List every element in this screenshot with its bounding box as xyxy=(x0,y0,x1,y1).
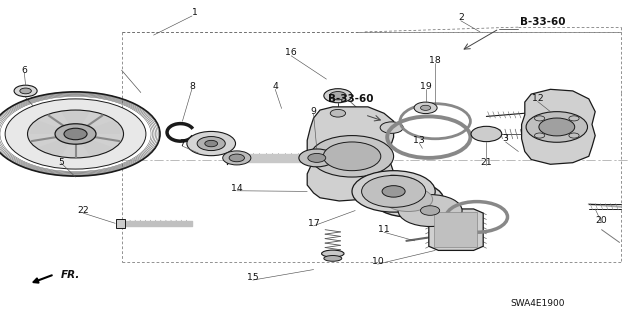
Circle shape xyxy=(14,85,37,97)
Wedge shape xyxy=(30,121,60,134)
Text: 18: 18 xyxy=(429,56,441,65)
Circle shape xyxy=(384,187,433,211)
Circle shape xyxy=(310,136,394,177)
Text: B-33-60: B-33-60 xyxy=(328,94,374,104)
Circle shape xyxy=(539,118,575,136)
Circle shape xyxy=(299,149,335,167)
Text: 9: 9 xyxy=(310,107,317,116)
Wedge shape xyxy=(82,140,112,156)
Text: 2: 2 xyxy=(458,13,464,22)
Wedge shape xyxy=(61,111,90,125)
Text: 22: 22 xyxy=(77,206,89,215)
Circle shape xyxy=(330,109,346,117)
Circle shape xyxy=(420,105,431,110)
Circle shape xyxy=(197,137,225,151)
Text: 6: 6 xyxy=(21,66,28,75)
Circle shape xyxy=(64,128,87,140)
Circle shape xyxy=(223,151,251,165)
Text: 12: 12 xyxy=(532,94,543,103)
FancyBboxPatch shape xyxy=(116,219,125,228)
FancyBboxPatch shape xyxy=(434,212,477,247)
Text: 4: 4 xyxy=(272,82,278,91)
Circle shape xyxy=(205,140,218,147)
Text: 21: 21 xyxy=(481,158,492,167)
Circle shape xyxy=(229,154,244,162)
Text: 16: 16 xyxy=(285,48,297,57)
Text: 14: 14 xyxy=(231,184,243,193)
Text: 15: 15 xyxy=(247,273,259,282)
Text: 13: 13 xyxy=(413,136,425,145)
Polygon shape xyxy=(522,89,595,164)
Circle shape xyxy=(380,179,403,191)
Text: 5: 5 xyxy=(58,158,63,167)
Circle shape xyxy=(187,131,236,156)
Circle shape xyxy=(308,153,326,162)
Circle shape xyxy=(5,99,146,169)
FancyBboxPatch shape xyxy=(371,175,384,201)
Ellipse shape xyxy=(324,256,342,261)
Circle shape xyxy=(569,133,579,138)
Circle shape xyxy=(398,195,462,226)
Circle shape xyxy=(55,124,96,144)
Circle shape xyxy=(380,122,403,133)
Text: 8: 8 xyxy=(189,82,195,91)
Text: 20: 20 xyxy=(596,216,607,225)
Circle shape xyxy=(28,110,124,158)
Circle shape xyxy=(373,182,444,217)
Text: SWA4E1900: SWA4E1900 xyxy=(510,299,565,308)
Text: B-33-60: B-33-60 xyxy=(520,17,566,27)
Circle shape xyxy=(420,206,440,215)
Text: 3: 3 xyxy=(502,134,509,143)
Text: 7: 7 xyxy=(179,139,186,148)
Wedge shape xyxy=(39,140,69,156)
Circle shape xyxy=(20,88,31,94)
Polygon shape xyxy=(307,107,394,201)
Circle shape xyxy=(362,175,426,207)
Text: 17: 17 xyxy=(308,219,319,228)
Circle shape xyxy=(414,102,437,114)
Circle shape xyxy=(534,133,545,138)
Circle shape xyxy=(352,171,435,212)
Circle shape xyxy=(324,89,352,103)
Text: 11: 11 xyxy=(378,225,390,234)
Ellipse shape xyxy=(322,250,344,257)
Wedge shape xyxy=(92,121,121,134)
Circle shape xyxy=(526,112,588,142)
Circle shape xyxy=(471,126,502,142)
Text: 1: 1 xyxy=(192,8,198,17)
Polygon shape xyxy=(429,209,483,250)
Circle shape xyxy=(323,142,381,171)
Circle shape xyxy=(534,116,545,121)
Text: 10: 10 xyxy=(372,257,383,266)
Circle shape xyxy=(569,116,579,121)
Circle shape xyxy=(382,186,405,197)
Text: FR.: FR. xyxy=(61,270,80,280)
Text: 19: 19 xyxy=(420,82,431,91)
Circle shape xyxy=(330,92,346,100)
